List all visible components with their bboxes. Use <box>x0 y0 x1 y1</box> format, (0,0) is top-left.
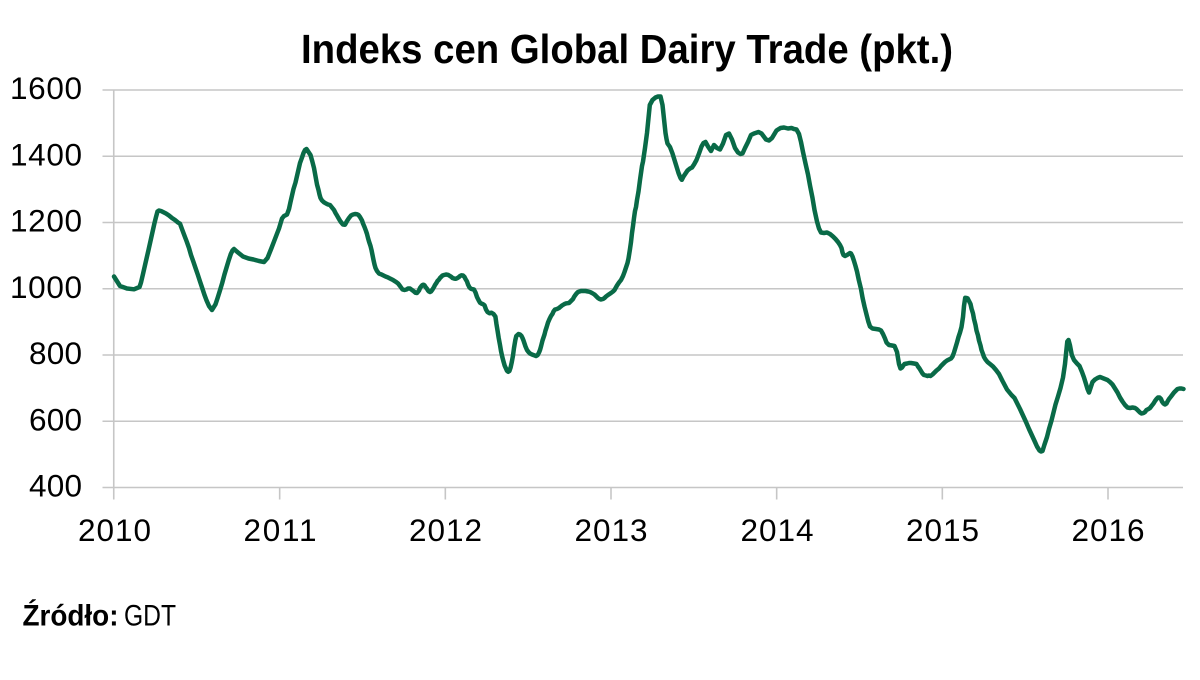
svg-text:2011: 2011 <box>244 512 317 548</box>
svg-text:1400: 1400 <box>10 136 82 172</box>
svg-text:2010: 2010 <box>78 512 151 548</box>
svg-text:1000: 1000 <box>10 269 82 305</box>
svg-text:400: 400 <box>29 468 82 504</box>
svg-text:GDT: GDT <box>124 600 176 633</box>
svg-text:1200: 1200 <box>10 203 82 239</box>
svg-text:800: 800 <box>29 335 82 371</box>
svg-text:2012: 2012 <box>409 512 482 548</box>
svg-text:600: 600 <box>29 401 82 437</box>
svg-text:Indeks cen Global Dairy Trade: Indeks cen Global Dairy Trade (pkt.) <box>301 26 953 72</box>
svg-text:1600: 1600 <box>10 70 82 106</box>
svg-text:2014: 2014 <box>741 512 814 548</box>
svg-text:2016: 2016 <box>1072 512 1145 548</box>
svg-text:Źródło:: Źródło: <box>23 599 119 633</box>
svg-text:2013: 2013 <box>575 512 648 548</box>
svg-text:2015: 2015 <box>906 512 979 548</box>
